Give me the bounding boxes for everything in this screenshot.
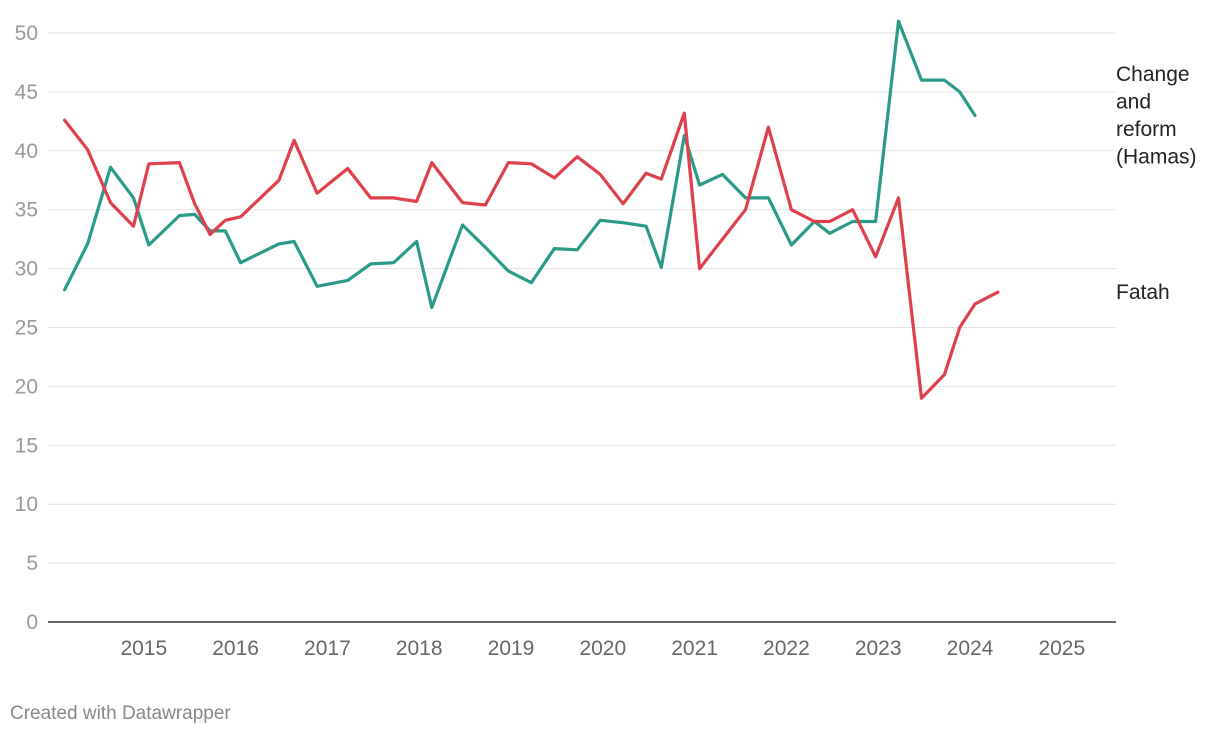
x-tick-label: 2025 bbox=[1038, 637, 1085, 660]
y-tick-label: 10 bbox=[15, 493, 38, 516]
x-tick-label: 2017 bbox=[304, 637, 351, 660]
x-tick-label: 2018 bbox=[396, 637, 443, 660]
y-axis-tick-labels: 0 5 10 15 20 25 30 35 40 45 50 bbox=[15, 22, 38, 634]
y-tick-label: 5 bbox=[26, 552, 38, 575]
x-axis-tick-labels: 2015 2016 2017 2018 2019 2020 2021 2022 2023 2024… bbox=[120, 637, 1085, 660]
y-tick-label: 45 bbox=[15, 81, 38, 104]
series-label-line: Fatah bbox=[1116, 281, 1170, 304]
gridlines bbox=[48, 32, 1116, 564]
series-label-line: Change bbox=[1116, 63, 1190, 86]
y-tick-label: 50 bbox=[15, 22, 38, 45]
y-tick-label: 0 bbox=[26, 611, 38, 634]
x-tick-label: 2024 bbox=[947, 637, 994, 660]
y-tick-label: 15 bbox=[15, 434, 38, 457]
x-tick-label: 2020 bbox=[579, 637, 626, 660]
x-tick-label: 2023 bbox=[855, 637, 902, 660]
y-tick-label: 20 bbox=[15, 375, 38, 398]
x-tick-label: 2016 bbox=[212, 637, 259, 660]
y-tick-label: 30 bbox=[15, 258, 38, 281]
series-line-1 bbox=[62, 111, 1000, 400]
series-label-line: (Hamas) bbox=[1116, 146, 1197, 169]
series-label-line: reform bbox=[1116, 118, 1177, 141]
series-label: Change and reform (Hamas) bbox=[1116, 63, 1197, 168]
series-label-line: and bbox=[1116, 91, 1151, 114]
x-tick-label: 2019 bbox=[488, 637, 535, 660]
series-lines bbox=[62, 19, 1000, 400]
x-tick-label: 2022 bbox=[763, 637, 810, 660]
y-tick-label: 40 bbox=[15, 140, 38, 163]
series-label: Fatah bbox=[1116, 281, 1170, 304]
series-labels: Change and reform (Hamas) Fatah bbox=[1116, 63, 1197, 304]
x-tick-label: 2015 bbox=[120, 637, 167, 660]
y-tick-label: 35 bbox=[15, 199, 38, 222]
y-tick-label: 25 bbox=[15, 317, 38, 340]
x-tick-label: 2021 bbox=[671, 637, 718, 660]
credit-text: Created with Datawrapper bbox=[10, 703, 231, 724]
